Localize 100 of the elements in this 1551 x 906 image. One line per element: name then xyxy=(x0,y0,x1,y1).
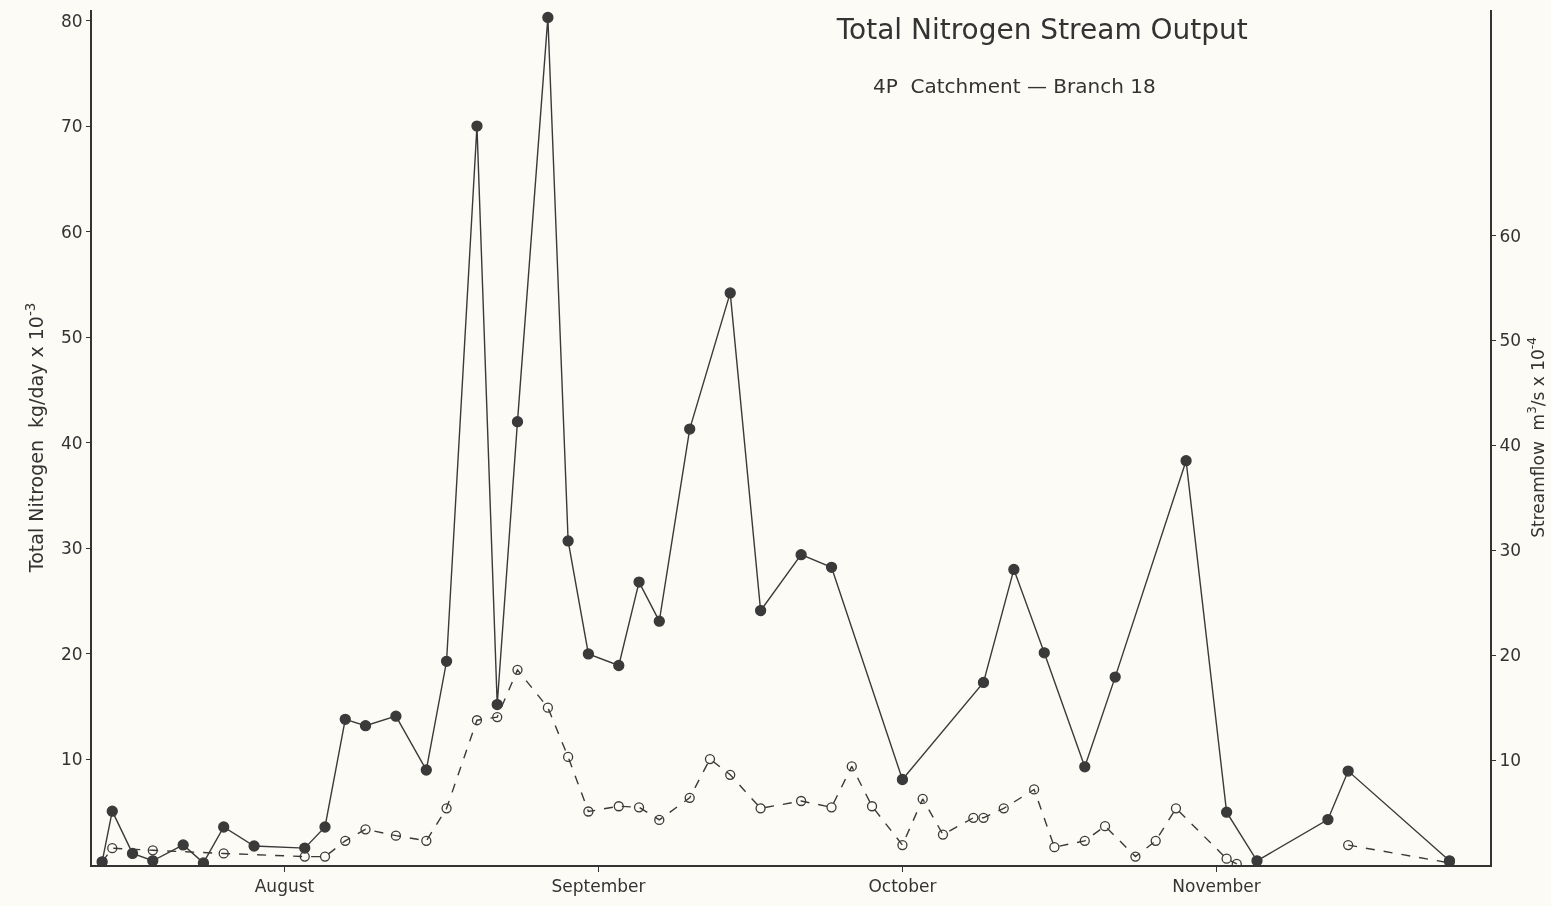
point xyxy=(978,812,989,823)
point xyxy=(177,839,189,851)
point xyxy=(106,805,118,817)
point xyxy=(126,847,139,860)
point xyxy=(1008,563,1020,576)
point xyxy=(147,855,159,865)
y2-tick-label: 40 xyxy=(1499,435,1522,456)
point xyxy=(1049,842,1060,853)
point xyxy=(107,843,118,854)
point xyxy=(1220,806,1233,818)
chart-title: Total Nitrogen Stream Output xyxy=(835,12,1248,46)
point xyxy=(299,842,311,854)
point xyxy=(471,715,483,726)
point xyxy=(896,773,909,786)
x-tick-label: September xyxy=(551,876,646,897)
y-tick-label: 60 xyxy=(60,221,83,242)
point xyxy=(633,576,645,588)
point xyxy=(653,615,665,627)
point xyxy=(755,803,766,814)
point xyxy=(826,802,837,813)
point xyxy=(1079,761,1091,773)
point xyxy=(825,561,838,573)
y2-tick-label: 50 xyxy=(1499,330,1522,351)
point xyxy=(340,835,351,847)
point xyxy=(441,803,452,814)
point xyxy=(654,814,665,826)
point xyxy=(511,416,524,428)
point xyxy=(897,839,908,851)
point xyxy=(633,802,645,813)
y-tick-label: 20 xyxy=(60,643,83,664)
point xyxy=(684,792,695,804)
point xyxy=(684,423,696,435)
point xyxy=(420,764,432,776)
point xyxy=(339,713,351,725)
point xyxy=(613,801,624,812)
point xyxy=(512,664,523,676)
point xyxy=(390,710,402,722)
point xyxy=(1251,855,1263,865)
x-tick-label: November xyxy=(1172,876,1261,897)
point xyxy=(917,793,928,805)
point xyxy=(846,761,857,772)
point xyxy=(1343,839,1354,851)
point xyxy=(440,655,453,667)
point xyxy=(147,845,158,856)
y-tick-label: 10 xyxy=(60,749,83,770)
point xyxy=(998,803,1009,814)
point xyxy=(1322,813,1334,826)
point xyxy=(218,848,229,859)
point xyxy=(1028,784,1040,795)
point xyxy=(218,821,230,833)
point xyxy=(542,702,554,713)
point xyxy=(359,720,372,732)
point xyxy=(704,753,716,765)
point xyxy=(977,676,990,689)
point xyxy=(319,821,331,833)
point xyxy=(319,851,331,862)
point xyxy=(299,851,310,862)
point xyxy=(562,535,574,547)
point xyxy=(542,11,554,24)
point xyxy=(421,835,432,847)
point xyxy=(1180,455,1192,467)
point xyxy=(248,840,260,852)
y-tick-label: 80 xyxy=(60,10,83,31)
text: 4P Catchment — Branch 18 xyxy=(873,74,1156,98)
y-tick-label: 30 xyxy=(60,538,83,559)
point xyxy=(390,830,402,841)
point xyxy=(492,711,503,723)
point xyxy=(491,698,503,711)
y2-tick-label: 60 xyxy=(1499,225,1522,246)
point xyxy=(360,824,371,835)
point xyxy=(866,801,878,812)
y-tick-label: 40 xyxy=(60,432,83,453)
point xyxy=(1150,835,1161,847)
point xyxy=(795,795,807,807)
x-tick-label: August xyxy=(254,876,315,897)
point xyxy=(754,604,767,617)
point xyxy=(583,806,594,817)
point xyxy=(795,549,807,561)
point xyxy=(937,829,949,840)
y2-tick-label: 30 xyxy=(1499,540,1522,561)
point xyxy=(724,287,736,299)
point xyxy=(1130,851,1141,862)
y-tick-label: 70 xyxy=(60,116,83,137)
point xyxy=(1038,647,1050,659)
point xyxy=(1079,835,1090,847)
point xyxy=(968,812,979,823)
x-tick-label: October xyxy=(868,876,937,897)
point xyxy=(1170,803,1182,814)
point xyxy=(471,120,483,132)
y2-tick-label: 10 xyxy=(1499,750,1522,771)
point xyxy=(1099,821,1111,832)
point xyxy=(725,769,736,780)
point xyxy=(562,751,574,763)
point xyxy=(582,648,595,660)
y2-tick-label: 20 xyxy=(1499,645,1522,666)
y-tick-label: 50 xyxy=(60,327,83,348)
point xyxy=(1109,671,1121,683)
point xyxy=(1342,765,1354,777)
point xyxy=(613,659,625,672)
point xyxy=(1221,853,1232,864)
